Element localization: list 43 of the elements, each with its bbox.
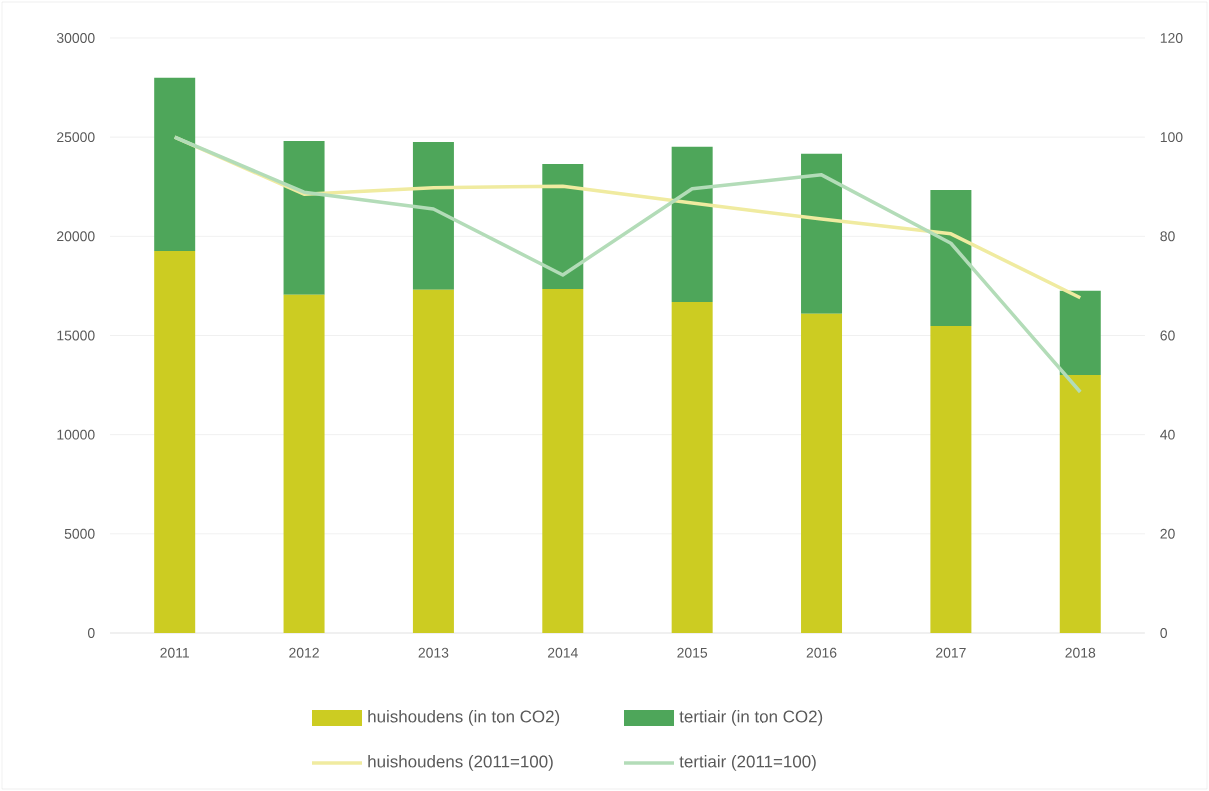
- bar: [1059, 290, 1101, 375]
- x-tick-label: 2016: [806, 647, 837, 658]
- bar: [154, 250, 196, 633]
- bar: [930, 325, 972, 633]
- line-series: [172, 135, 1083, 394]
- bar: [801, 153, 843, 314]
- y2-tick-label: 20: [1160, 528, 1175, 539]
- x-tick-label: 2018: [1065, 647, 1096, 658]
- x-tick-label: 2012: [289, 647, 319, 658]
- bar: [154, 77, 196, 251]
- bar: [542, 288, 584, 633]
- bar: [283, 294, 325, 633]
- bar: [801, 313, 843, 633]
- legend-label: huishoudens (2011=100): [368, 755, 553, 771]
- y2-tick-label: 60: [1160, 330, 1175, 341]
- legend-label: tertiair (in ton CO2): [679, 710, 823, 726]
- y-tick-label: 30000: [56, 33, 95, 43]
- bar: [412, 289, 454, 633]
- y2-tick-label: 100: [1160, 132, 1183, 143]
- y-tick-label: 0: [87, 628, 95, 638]
- bar: [1059, 374, 1101, 633]
- bar: [412, 141, 454, 290]
- bar: [283, 140, 325, 295]
- y2-tick-label: 40: [1160, 429, 1175, 440]
- bar: [542, 163, 584, 289]
- y-tick-label: 15000: [57, 330, 95, 341]
- x-tick-label: 2017: [936, 647, 966, 658]
- x-tick-label: 2014: [547, 647, 578, 658]
- x-tick-label: 2015: [677, 647, 708, 658]
- bar: [671, 301, 713, 633]
- y-tick-label: 10000: [57, 429, 95, 440]
- bar: [671, 146, 713, 302]
- y2-tick-label: 80: [1160, 231, 1175, 242]
- y-tick-label: 25000: [57, 132, 95, 143]
- y2-tick-label: 0: [1160, 628, 1168, 638]
- x-tick-label: 2011: [160, 647, 189, 658]
- y-tick-label: 20000: [57, 231, 95, 242]
- legend-label: tertiair (2011=100): [679, 755, 816, 771]
- legend-label: huishoudens (in ton CO2): [368, 710, 560, 726]
- bar: [930, 189, 972, 326]
- x-tick-label: 2013: [418, 647, 449, 658]
- y-tick-label: 5000: [64, 528, 95, 539]
- y2-tick-label: 120: [1160, 33, 1183, 43]
